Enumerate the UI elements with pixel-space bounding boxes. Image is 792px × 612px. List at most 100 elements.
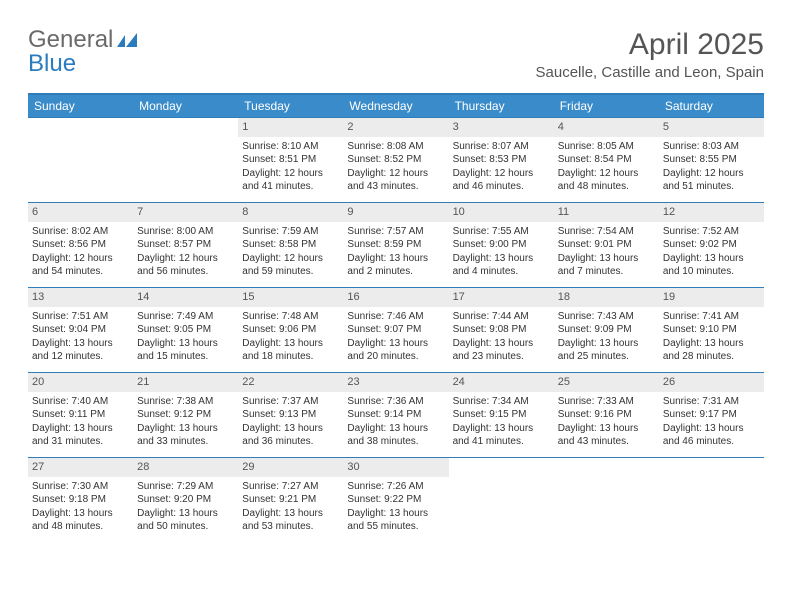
- day-body: Sunrise: 8:08 AMSunset: 8:52 PMDaylight:…: [343, 137, 448, 200]
- day-cell: 7Sunrise: 8:00 AMSunset: 8:57 PMDaylight…: [133, 203, 238, 287]
- day-number: 12: [659, 203, 764, 222]
- day-number: 15: [238, 288, 343, 307]
- weekday-header: Saturday: [659, 95, 764, 117]
- weekday-header: Sunday: [28, 95, 133, 117]
- day-cell: .: [659, 458, 764, 542]
- day-number: 11: [554, 203, 659, 222]
- day-body: Sunrise: 8:07 AMSunset: 8:53 PMDaylight:…: [449, 137, 554, 200]
- daylight-line: Daylight: 13 hours and 46 minutes.: [663, 422, 760, 449]
- day-body: Sunrise: 7:31 AMSunset: 9:17 PMDaylight:…: [659, 392, 764, 455]
- daylight-line: Daylight: 12 hours and 54 minutes.: [32, 252, 129, 279]
- sunset-line: Sunset: 9:11 PM: [32, 408, 129, 422]
- day-cell: 22Sunrise: 7:37 AMSunset: 9:13 PMDayligh…: [238, 373, 343, 457]
- day-body: Sunrise: 7:40 AMSunset: 9:11 PMDaylight:…: [28, 392, 133, 455]
- sunset-line: Sunset: 9:20 PM: [137, 493, 234, 507]
- day-body: Sunrise: 7:30 AMSunset: 9:18 PMDaylight:…: [28, 477, 133, 540]
- day-cell: 8Sunrise: 7:59 AMSunset: 8:58 PMDaylight…: [238, 203, 343, 287]
- daylight-line: Daylight: 12 hours and 48 minutes.: [558, 167, 655, 194]
- day-number: 22: [238, 373, 343, 392]
- day-cell: 1Sunrise: 8:10 AMSunset: 8:51 PMDaylight…: [238, 118, 343, 202]
- day-cell: 30Sunrise: 7:26 AMSunset: 9:22 PMDayligh…: [343, 458, 448, 542]
- week-row: 6Sunrise: 8:02 AMSunset: 8:56 PMDaylight…: [28, 202, 764, 287]
- sunrise-line: Sunrise: 7:57 AM: [347, 225, 444, 239]
- day-body: Sunrise: 7:55 AMSunset: 9:00 PMDaylight:…: [449, 222, 554, 285]
- day-cell: 24Sunrise: 7:34 AMSunset: 9:15 PMDayligh…: [449, 373, 554, 457]
- weekday-header-row: SundayMondayTuesdayWednesdayThursdayFrid…: [28, 95, 764, 117]
- daylight-line: Daylight: 13 hours and 53 minutes.: [242, 507, 339, 534]
- daylight-line: Daylight: 13 hours and 48 minutes.: [32, 507, 129, 534]
- day-number: 29: [238, 458, 343, 477]
- day-body: Sunrise: 8:10 AMSunset: 8:51 PMDaylight:…: [238, 137, 343, 200]
- day-number: 25: [554, 373, 659, 392]
- sunrise-line: Sunrise: 7:43 AM: [558, 310, 655, 324]
- logo-word2: Blue: [28, 50, 76, 77]
- day-cell: 16Sunrise: 7:46 AMSunset: 9:07 PMDayligh…: [343, 288, 448, 372]
- week-row: 20Sunrise: 7:40 AMSunset: 9:11 PMDayligh…: [28, 372, 764, 457]
- day-cell: 29Sunrise: 7:27 AMSunset: 9:21 PMDayligh…: [238, 458, 343, 542]
- day-body: Sunrise: 7:27 AMSunset: 9:21 PMDaylight:…: [238, 477, 343, 540]
- day-cell: 27Sunrise: 7:30 AMSunset: 9:18 PMDayligh…: [28, 458, 133, 542]
- daylight-line: Daylight: 13 hours and 33 minutes.: [137, 422, 234, 449]
- day-body: Sunrise: 7:46 AMSunset: 9:07 PMDaylight:…: [343, 307, 448, 370]
- day-body: Sunrise: 7:43 AMSunset: 9:09 PMDaylight:…: [554, 307, 659, 370]
- sunset-line: Sunset: 9:21 PM: [242, 493, 339, 507]
- sunrise-line: Sunrise: 7:52 AM: [663, 225, 760, 239]
- daylight-line: Daylight: 13 hours and 31 minutes.: [32, 422, 129, 449]
- day-body: Sunrise: 7:52 AMSunset: 9:02 PMDaylight:…: [659, 222, 764, 285]
- daylight-line: Daylight: 12 hours and 43 minutes.: [347, 167, 444, 194]
- logo: General Blue: [28, 28, 139, 76]
- sunset-line: Sunset: 9:16 PM: [558, 408, 655, 422]
- daylight-line: Daylight: 13 hours and 10 minutes.: [663, 252, 760, 279]
- day-cell: 5Sunrise: 8:03 AMSunset: 8:55 PMDaylight…: [659, 118, 764, 202]
- day-body: Sunrise: 7:34 AMSunset: 9:15 PMDaylight:…: [449, 392, 554, 455]
- day-body: Sunrise: 7:29 AMSunset: 9:20 PMDaylight:…: [133, 477, 238, 540]
- page-title: April 2025: [536, 28, 765, 62]
- day-number: 19: [659, 288, 764, 307]
- day-number: 28: [133, 458, 238, 477]
- sunset-line: Sunset: 8:56 PM: [32, 238, 129, 252]
- daylight-line: Daylight: 13 hours and 41 minutes.: [453, 422, 550, 449]
- sunrise-line: Sunrise: 8:03 AM: [663, 140, 760, 154]
- day-number: 30: [343, 458, 448, 477]
- sunrise-line: Sunrise: 7:49 AM: [137, 310, 234, 324]
- day-cell: 26Sunrise: 7:31 AMSunset: 9:17 PMDayligh…: [659, 373, 764, 457]
- day-cell: 15Sunrise: 7:48 AMSunset: 9:06 PMDayligh…: [238, 288, 343, 372]
- sunrise-line: Sunrise: 8:02 AM: [32, 225, 129, 239]
- sunset-line: Sunset: 9:01 PM: [558, 238, 655, 252]
- sunrise-line: Sunrise: 8:10 AM: [242, 140, 339, 154]
- daylight-line: Daylight: 13 hours and 50 minutes.: [137, 507, 234, 534]
- sunrise-line: Sunrise: 7:31 AM: [663, 395, 760, 409]
- day-number: 14: [133, 288, 238, 307]
- daylight-line: Daylight: 13 hours and 2 minutes.: [347, 252, 444, 279]
- daylight-line: Daylight: 13 hours and 23 minutes.: [453, 337, 550, 364]
- weekday-header: Wednesday: [343, 95, 448, 117]
- day-body: Sunrise: 7:37 AMSunset: 9:13 PMDaylight:…: [238, 392, 343, 455]
- day-cell: .: [28, 118, 133, 202]
- day-number: 10: [449, 203, 554, 222]
- sunrise-line: Sunrise: 7:30 AM: [32, 480, 129, 494]
- daylight-line: Daylight: 13 hours and 36 minutes.: [242, 422, 339, 449]
- sunset-line: Sunset: 9:04 PM: [32, 323, 129, 337]
- day-cell: 28Sunrise: 7:29 AMSunset: 9:20 PMDayligh…: [133, 458, 238, 542]
- day-number: 5: [659, 118, 764, 137]
- day-cell: 10Sunrise: 7:55 AMSunset: 9:00 PMDayligh…: [449, 203, 554, 287]
- sunset-line: Sunset: 8:58 PM: [242, 238, 339, 252]
- daylight-line: Daylight: 13 hours and 38 minutes.: [347, 422, 444, 449]
- sunset-line: Sunset: 9:06 PM: [242, 323, 339, 337]
- day-number: 8: [238, 203, 343, 222]
- sunset-line: Sunset: 9:13 PM: [242, 408, 339, 422]
- weekday-header: Friday: [554, 95, 659, 117]
- sunrise-line: Sunrise: 7:59 AM: [242, 225, 339, 239]
- day-number: 2: [343, 118, 448, 137]
- sunrise-line: Sunrise: 7:29 AM: [137, 480, 234, 494]
- day-body: Sunrise: 7:57 AMSunset: 8:59 PMDaylight:…: [343, 222, 448, 285]
- day-cell: 21Sunrise: 7:38 AMSunset: 9:12 PMDayligh…: [133, 373, 238, 457]
- day-number: 27: [28, 458, 133, 477]
- day-cell: 25Sunrise: 7:33 AMSunset: 9:16 PMDayligh…: [554, 373, 659, 457]
- day-number: 9: [343, 203, 448, 222]
- sunrise-line: Sunrise: 7:44 AM: [453, 310, 550, 324]
- sunset-line: Sunset: 8:52 PM: [347, 153, 444, 167]
- daylight-line: Daylight: 13 hours and 43 minutes.: [558, 422, 655, 449]
- day-number: 21: [133, 373, 238, 392]
- daylight-line: Daylight: 12 hours and 46 minutes.: [453, 167, 550, 194]
